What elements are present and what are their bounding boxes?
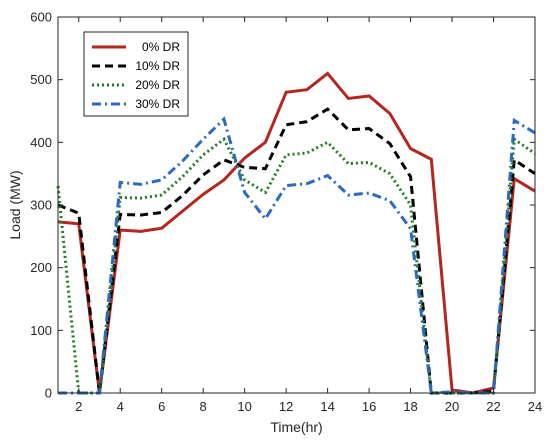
y-tick-label: 300	[30, 198, 52, 213]
legend-label-2: 20% DR	[135, 78, 180, 92]
x-tick-label: 10	[237, 399, 251, 414]
x-tick-label: 4	[117, 399, 124, 414]
series-layer	[56, 71, 536, 395]
x-axis-title: Time(hr)	[270, 419, 322, 435]
x-tick-label: 12	[279, 399, 293, 414]
legend-label-3: 30% DR	[135, 97, 180, 111]
x-tick-label: 2	[75, 399, 82, 414]
legend-label-1: 10% DR	[135, 59, 180, 73]
legend-items: 0% DR 10% DR 20% DR 30% DR	[92, 40, 180, 111]
series-line-0	[57, 71, 536, 395]
x-tick-label: 6	[158, 399, 165, 414]
x-tick-label: 8	[200, 399, 207, 414]
legend: 0% DR 10% DR 20% DR 30% DR	[83, 31, 189, 117]
x-tick-label: 24	[528, 399, 542, 414]
y-tick-label: 0	[45, 386, 52, 401]
y-tick-label: 500	[30, 72, 52, 87]
x-tick-label: 16	[362, 399, 376, 414]
legend-label-0: 0% DR	[142, 40, 180, 54]
y-axis-title: Load (MW)	[7, 170, 23, 239]
y-tick-label: 200	[30, 260, 52, 275]
y-tick-label: 400	[30, 135, 52, 150]
y-tick-label: 100	[30, 323, 52, 338]
x-tick-label: 20	[445, 399, 459, 414]
x-tick-label: 22	[486, 399, 500, 414]
series-line-3	[58, 116, 536, 395]
x-tick-label: 18	[403, 399, 417, 414]
x-tick-label: 14	[320, 399, 334, 414]
y-tick-label: 600	[30, 10, 52, 25]
